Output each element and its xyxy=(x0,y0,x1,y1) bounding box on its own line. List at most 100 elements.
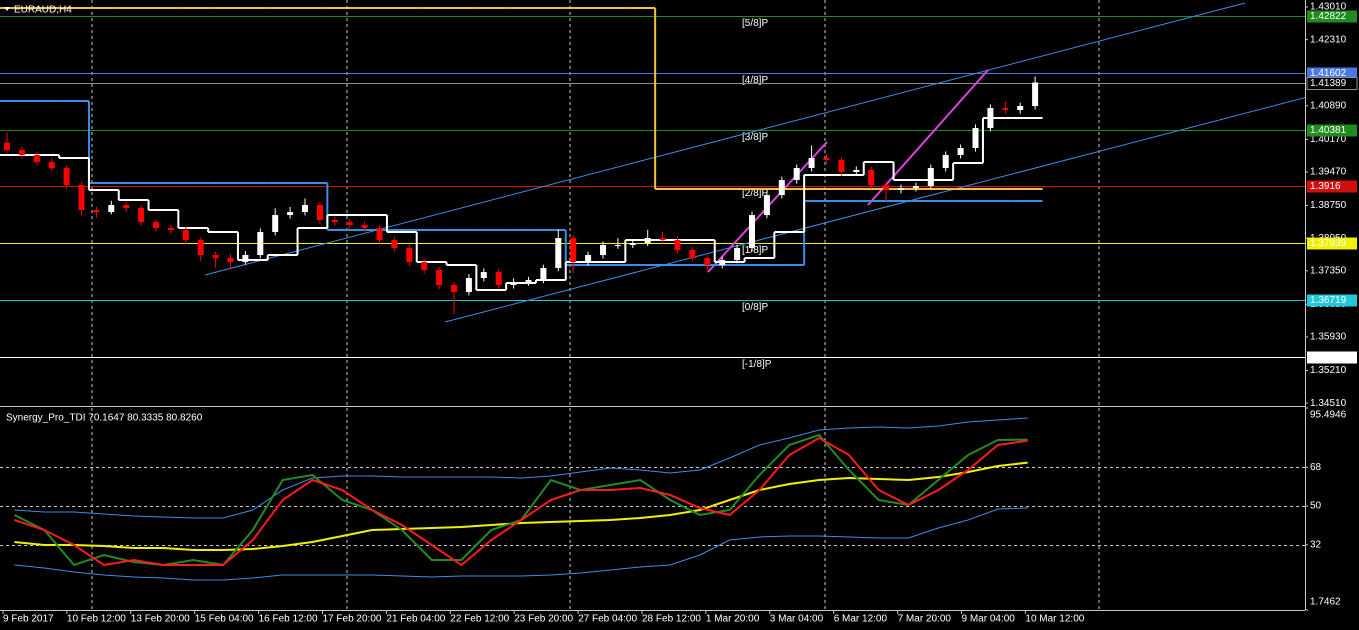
y-tick-label: 50 xyxy=(1310,501,1322,512)
x-tick-label: 22 Feb 12:00 xyxy=(450,614,509,625)
candle-body xyxy=(78,185,85,211)
candle-body xyxy=(525,280,532,283)
candle-body xyxy=(808,158,815,169)
candle-body xyxy=(912,186,919,189)
level-price-label: 1.3916 xyxy=(1310,181,1341,192)
candle-body xyxy=(972,128,979,149)
x-tick-label: 13 Feb 20:00 xyxy=(131,614,190,625)
y-tick-label: 1.42310 xyxy=(1310,34,1347,45)
candle-body xyxy=(167,228,174,231)
candle-body xyxy=(763,195,770,216)
y-tick-label: 32 xyxy=(1310,539,1322,550)
candle-body xyxy=(540,268,547,281)
y-tick-label: 1.38750 xyxy=(1310,200,1347,211)
candle-body xyxy=(406,248,413,263)
level-price-box xyxy=(1307,294,1357,307)
candle-body xyxy=(331,220,338,223)
x-tick-label: 7 Mar 20:00 xyxy=(898,614,952,625)
candle-body xyxy=(555,238,562,269)
y-tick-label: 1.43010 xyxy=(1310,2,1347,13)
indicator-line xyxy=(14,461,1028,551)
candle-body xyxy=(689,250,696,259)
x-tick-label: 15 Feb 04:00 xyxy=(195,614,254,625)
candle-body xyxy=(212,255,219,259)
candle-body xyxy=(823,158,830,161)
candle-body xyxy=(376,228,383,241)
levels: [5/8]P [4/8]P [3/8]P [2/8]P [1/8]P [0/8]P [-1/… xyxy=(0,16,1305,370)
level-price-box xyxy=(1307,180,1357,193)
overlays xyxy=(0,7,1043,292)
candle-body xyxy=(585,255,592,263)
level-price-box xyxy=(1307,351,1357,364)
candle-body xyxy=(853,170,860,173)
level-label: [5/8]P xyxy=(742,18,768,29)
candle-body xyxy=(883,185,890,191)
candle-body xyxy=(957,148,964,156)
candle-body xyxy=(734,248,741,261)
y-tick-label: 95.4946 xyxy=(1310,410,1347,421)
y-tick-label: 1.40170 xyxy=(1310,134,1347,145)
candle-body xyxy=(868,170,875,186)
x-tick-label: 9 Feb 2017 xyxy=(3,614,54,625)
level-price-box xyxy=(1307,10,1357,23)
menu-triangle xyxy=(4,7,10,11)
candle-body xyxy=(272,215,279,233)
level-label: [0/8]P xyxy=(742,302,768,313)
trendline xyxy=(444,97,1305,323)
candle-body xyxy=(197,240,204,256)
candle-body xyxy=(674,240,681,251)
candle-body xyxy=(346,222,353,226)
candle-body xyxy=(704,258,711,266)
candle-body xyxy=(138,208,145,223)
x-tick-label: 10 Feb 12:00 xyxy=(67,614,126,625)
candle-body xyxy=(451,285,457,293)
trendline xyxy=(867,69,989,206)
level-price-box xyxy=(1307,67,1357,80)
indicator-title: Synergy_Pro_TDI 70.1647 80.3335 80.8260 xyxy=(6,413,203,424)
level-price-label: 1.42822 xyxy=(1310,11,1347,22)
y-tick-label: 1.7462 xyxy=(1310,597,1341,608)
candle-body xyxy=(48,162,55,169)
candle-body xyxy=(391,240,398,249)
candle-body xyxy=(93,210,100,213)
candle-body xyxy=(570,238,577,263)
x-tick-label: 9 Mar 04:00 xyxy=(962,614,1016,625)
candle-body xyxy=(719,260,726,266)
candle-body xyxy=(316,205,323,221)
x-tick-label: 23 Feb 20:00 xyxy=(514,614,573,625)
candle-body xyxy=(465,278,472,293)
candle-body xyxy=(18,150,25,156)
candle-body xyxy=(257,232,264,256)
candle-body xyxy=(287,212,294,216)
candle-body xyxy=(838,160,845,173)
indicator xyxy=(0,417,1305,581)
x-tick-label: 3 Mar 04:00 xyxy=(770,614,824,625)
candle-body xyxy=(942,155,949,169)
y-tick-label: 1.40890 xyxy=(1310,100,1347,111)
candle-body xyxy=(227,258,234,263)
candle-body xyxy=(1017,106,1024,111)
candle-body xyxy=(108,205,115,213)
x-tick-label: 1 Mar 20:00 xyxy=(706,614,760,625)
candle-body xyxy=(495,272,502,286)
level-price-box xyxy=(1307,124,1357,137)
x-tick-label: 10 Mar 12:00 xyxy=(1025,614,1084,625)
indicator-line xyxy=(14,436,1028,567)
level-price-label: 1.35498 xyxy=(1310,352,1347,363)
candle-body xyxy=(33,155,40,163)
x-tick-label: 17 Feb 20:00 xyxy=(323,614,382,625)
indicator-line xyxy=(14,417,1028,519)
level-label: [2/8]P xyxy=(742,188,768,199)
candle-body xyxy=(123,205,130,209)
y-tick-label: 68 xyxy=(1310,462,1322,473)
current-price-box xyxy=(1306,77,1358,90)
y-tick-label: 1.37350 xyxy=(1310,265,1347,276)
current-price-label: 1.41389 xyxy=(1310,78,1347,89)
candle-body xyxy=(436,270,443,286)
y-tick-label: 1.35930 xyxy=(1310,332,1347,343)
x-tick-label: 16 Feb 12:00 xyxy=(259,614,318,625)
candle-body xyxy=(644,238,651,244)
candle-body xyxy=(480,272,487,279)
